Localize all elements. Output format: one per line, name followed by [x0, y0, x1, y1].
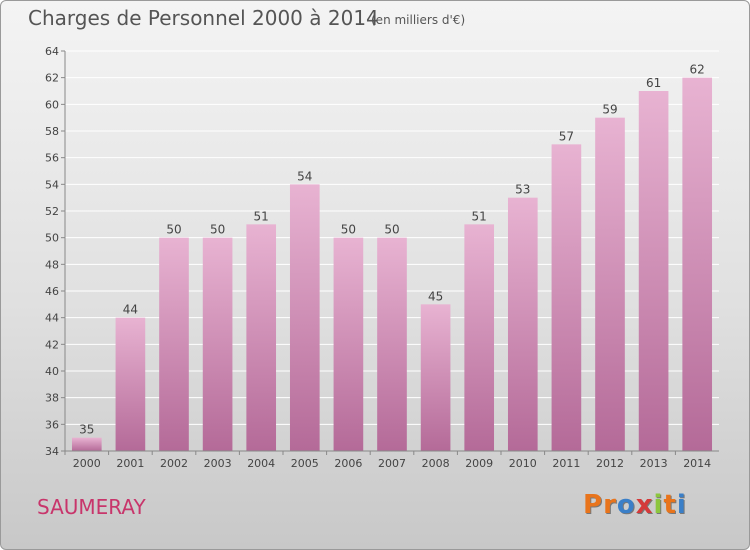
y-tick-label: 38: [45, 392, 59, 405]
bars: [71, 77, 713, 452]
y-tick-label: 36: [45, 418, 59, 431]
chart-title: Charges de Personnel 2000 à 2014: [28, 6, 379, 30]
data-label-2002: 50: [166, 223, 181, 237]
bar-2005: [289, 184, 320, 452]
bar-2014: [682, 77, 713, 452]
x-tick-label-2008: 2008: [422, 457, 450, 470]
x-tick-label-2010: 2010: [509, 457, 537, 470]
bar-2004: [246, 224, 277, 451]
bar-2003: [202, 237, 233, 451]
data-label-2004: 51: [254, 209, 269, 223]
logo-letter: o: [616, 490, 636, 520]
place-name: SAUMERAY: [37, 495, 146, 519]
y-tick-label: 52: [45, 205, 59, 218]
bar-2009: [464, 224, 495, 451]
y-tick-label: 42: [45, 338, 59, 351]
y-tick-label: 40: [45, 365, 59, 378]
y-tick-label: 58: [45, 125, 59, 138]
bar-2010: [507, 197, 538, 451]
logo-letter: i: [653, 490, 664, 520]
data-label-2000: 35: [79, 423, 94, 437]
x-axis-ticks: 2000 2001 2002 2003 2004 2005 2006 2007 2008 2009…: [64, 451, 711, 470]
logo-letter: r: [603, 490, 617, 520]
y-tick-label: 54: [45, 178, 59, 191]
x-tick-label-2002: 2002: [160, 457, 188, 470]
x-tick-label-2013: 2013: [640, 457, 668, 470]
x-tick-label-2014: 2014: [683, 457, 711, 470]
y-tick-label: 46: [45, 285, 59, 298]
bar-2012: [595, 117, 625, 452]
data-label-2011: 57: [559, 129, 574, 143]
y-axis-ticks: 34 36 38 40 42 44 46 48 50 52 54 56 58 60 62 64: [45, 45, 65, 458]
y-tick-label: 34: [45, 445, 59, 458]
bar-2013: [638, 91, 669, 451]
x-tick-label-2000: 2000: [73, 457, 101, 470]
bar-2011: [551, 144, 582, 452]
logo-letter: i: [676, 490, 687, 520]
x-tick-label-2006: 2006: [334, 457, 362, 470]
y-tick-label: 64: [45, 45, 59, 58]
bar-2001: [115, 317, 146, 451]
x-tick-label-2001: 2001: [116, 457, 144, 470]
y-tick-label: 62: [45, 72, 59, 85]
data-label-2009: 51: [472, 209, 487, 223]
data-label-2008: 45: [428, 289, 443, 303]
data-label-2006: 50: [341, 223, 356, 237]
x-tick-label-2003: 2003: [204, 457, 232, 470]
x-tick-label-2011: 2011: [552, 457, 580, 470]
data-label-2007: 50: [384, 223, 399, 237]
y-tick-label: 50: [45, 232, 59, 245]
data-label-2014: 62: [690, 63, 705, 77]
data-labels: 35 44 50 50 51 54 50 50 45 51 53 57 59 61 62: [79, 63, 705, 437]
bar-2002: [159, 237, 189, 451]
x-tick-label-2007: 2007: [378, 457, 406, 470]
proxiti-logo: Proxiti: [583, 490, 687, 520]
y-tick-label: 44: [45, 312, 59, 325]
data-label-2003: 50: [210, 223, 225, 237]
data-label-2012: 59: [602, 103, 617, 117]
chart-subtitle: (en milliers d'€): [371, 13, 466, 27]
x-tick-label-2009: 2009: [465, 457, 493, 470]
bar-2007: [377, 237, 407, 451]
logo-letter: t: [663, 490, 677, 520]
x-tick-label-2005: 2005: [291, 457, 319, 470]
data-label-2013: 61: [646, 76, 661, 90]
y-tick-label: 56: [45, 152, 59, 165]
data-label-2001: 44: [123, 303, 138, 317]
bar-2006: [333, 237, 364, 451]
logo-letter: P: [583, 490, 604, 520]
data-label-2010: 53: [515, 183, 530, 197]
y-tick-label: 48: [45, 258, 59, 271]
data-label-2005: 54: [297, 169, 312, 183]
x-tick-label-2004: 2004: [247, 457, 275, 470]
y-tick-label: 60: [45, 98, 59, 111]
bar-2000: [71, 437, 102, 451]
logo-letter: x: [635, 490, 654, 520]
bar-2008: [420, 304, 451, 451]
x-tick-label-2012: 2012: [596, 457, 624, 470]
